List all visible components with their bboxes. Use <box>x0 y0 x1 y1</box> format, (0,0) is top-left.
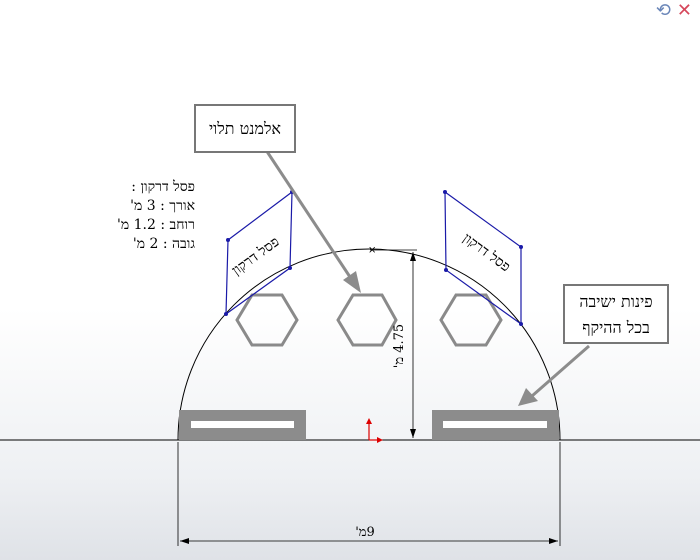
width-dimension-label: 9מ' <box>355 525 375 540</box>
sculpture-left-label: פסל דרקון <box>229 234 283 279</box>
seating-label-line2: בכל ההיקף <box>582 318 650 337</box>
height-dimension-label: 4.75 מ' <box>392 324 407 368</box>
dome-arc <box>177 248 561 441</box>
hexagon-center <box>336 293 398 347</box>
sculpture-right: פסל דרקון <box>443 190 523 326</box>
bench-left <box>179 410 306 440</box>
width-dimension: 9מ' <box>177 442 561 546</box>
spec-width: רוחב : 1.2 מ' <box>117 217 195 233</box>
close-icon[interactable]: ✕ <box>676 0 692 21</box>
spec-title: פסל דרקון : <box>131 179 195 195</box>
rebuild-icon[interactable]: ⟲ <box>655 0 671 21</box>
bench-right <box>432 410 559 440</box>
seating-arrow <box>518 344 590 406</box>
height-dimension: × 4.75 מ' <box>368 245 417 438</box>
sculpture-spec-note: פסל דרקון : אורך : 3 מ' רוחב : 1.2 מ' גו… <box>0 178 205 255</box>
hanging-element-arrow <box>264 149 361 293</box>
hanging-element-callout: אלמנט תלוי <box>194 104 296 153</box>
sculpture-right-label: פסל דרקון <box>460 230 514 275</box>
origin-axes <box>366 418 383 443</box>
spec-length: אורך : 3 מ' <box>130 198 195 214</box>
hanging-element-label: אלמנט תלוי <box>208 119 282 138</box>
spec-height: גובה : 2 מ' <box>132 236 195 252</box>
hexagon-right <box>439 293 503 347</box>
seating-callout: פינות ישיבה בכל ההיקף <box>563 284 669 344</box>
seating-label-line1: פינות ישיבה <box>579 292 653 311</box>
hexagon-left <box>235 293 299 347</box>
svg-text:×: × <box>368 245 376 256</box>
corner-toolbar: ⟲ ✕ <box>656 2 692 20</box>
